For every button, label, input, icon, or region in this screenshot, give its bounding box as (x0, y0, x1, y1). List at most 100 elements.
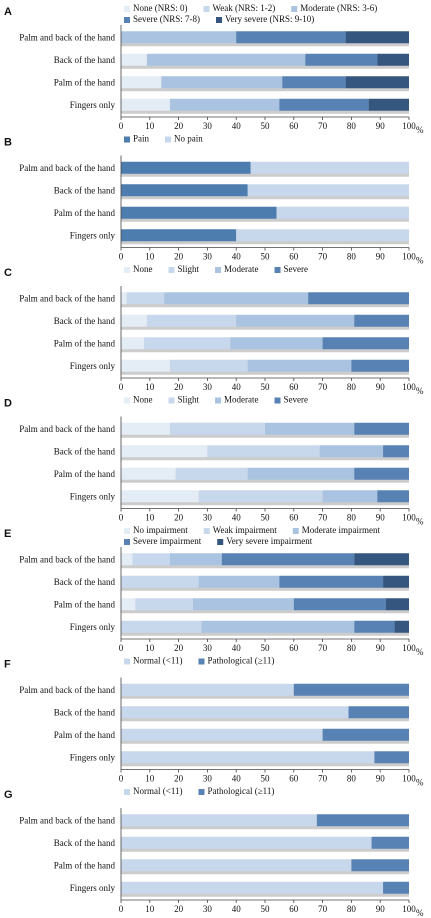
x-tick-label: 60 (289, 774, 299, 784)
bar-segment (236, 229, 409, 242)
x-tick-label: 10 (145, 904, 155, 914)
bar-segment (348, 706, 409, 719)
x-tick-label: 60 (289, 904, 299, 914)
legend-label: Pathological (≥11) (207, 786, 274, 796)
bar-segment (377, 53, 409, 66)
legend-swatch (274, 267, 281, 273)
category-label: Fingers only (70, 491, 116, 501)
bar-segment (169, 553, 222, 566)
x-tick-label: 20 (174, 252, 184, 262)
x-tick-label: 70 (318, 774, 328, 784)
x-tick-label: 40 (232, 904, 242, 914)
legend-swatch (168, 397, 175, 404)
x-tick-label: 80 (347, 252, 357, 262)
x-tick-label: 20 (174, 121, 184, 131)
category-label: Fingers only (70, 230, 116, 240)
legend-label: Moderate (224, 395, 258, 405)
category-label: Palm of the hand (54, 469, 116, 479)
x-tick-label: 40 (232, 252, 242, 262)
bar-segment (394, 620, 409, 633)
bar-segment (175, 467, 248, 480)
x-tick-label: 30 (203, 252, 213, 262)
legend-swatch (124, 658, 130, 665)
x-tick-label: 50 (261, 382, 271, 392)
bar-segment (121, 359, 170, 372)
legend-label: Weak impairment (213, 525, 278, 535)
x-tick-label: 20 (174, 643, 184, 653)
x-tick-label: 40 (232, 121, 242, 131)
x-tick-label: 90 (376, 513, 386, 523)
x-tick-label: 90 (376, 252, 386, 262)
legend-label: Very severe (NRS: 9-10) (225, 14, 314, 24)
x-tick-label: 90 (376, 121, 386, 131)
category-label: Fingers only (70, 883, 116, 893)
legend-swatch (217, 539, 224, 545)
legend-swatch (124, 17, 130, 23)
legend-label: Pain (133, 134, 150, 144)
x-tick-label: 0 (119, 121, 124, 131)
x-tick-label: 10 (145, 382, 155, 392)
x-tick-label: 70 (318, 121, 328, 131)
x-tick-label: 20 (174, 904, 184, 914)
axis-unit: % (416, 778, 424, 788)
x-tick-label: 100 (402, 121, 416, 131)
bar-segment (354, 620, 395, 633)
panel-label: G (4, 789, 13, 801)
bar-segment (121, 98, 170, 111)
bar-segment (354, 553, 409, 566)
x-tick-label: 70 (318, 643, 328, 653)
x-tick-label: 80 (347, 513, 357, 523)
bar-segment (169, 98, 280, 111)
bar-segment (247, 359, 352, 372)
axis-unit: % (416, 386, 424, 396)
legend-swatch (124, 539, 130, 545)
x-tick-label: 10 (145, 643, 155, 653)
axis-unit: % (416, 256, 424, 266)
panel-label: C (4, 267, 12, 279)
x-tick-label: 60 (289, 121, 299, 131)
x-tick-label: 10 (145, 252, 155, 262)
legend-swatch (168, 267, 175, 273)
x-tick-label: 100 (402, 252, 416, 262)
bar-segment (121, 553, 133, 566)
axis-unit: % (416, 125, 424, 135)
bar-segment (146, 53, 306, 66)
x-tick-label: 30 (203, 121, 213, 131)
panel-label: F (4, 658, 11, 670)
category-label: Back of the hand (54, 707, 116, 717)
legend-label: Normal (<11) (133, 656, 182, 666)
bar-segment (161, 76, 283, 89)
bar-segment (193, 598, 294, 611)
x-tick-label: 60 (289, 513, 299, 523)
x-tick-label: 40 (232, 382, 242, 392)
x-tick-label: 10 (145, 774, 155, 784)
bar-segment (377, 490, 409, 503)
legend-swatch (198, 789, 205, 795)
legend-label: No pain (174, 134, 203, 144)
category-label: Fingers only (70, 622, 116, 632)
legend-swatch (124, 267, 130, 273)
bar-segment (121, 467, 176, 480)
x-tick-label: 70 (318, 904, 328, 914)
bar-segment (308, 292, 409, 305)
legend-swatch (291, 6, 298, 12)
x-tick-label: 100 (402, 904, 416, 914)
x-tick-label: 0 (119, 252, 124, 262)
x-tick-label: 60 (289, 643, 299, 653)
legend-label: None (133, 264, 153, 274)
category-label: Palm and back of the hand (19, 424, 115, 434)
bar-segment (354, 314, 409, 327)
category-label: Palm and back of the hand (19, 815, 115, 825)
legend-label: Severe (284, 395, 309, 405)
x-tick-label: 90 (376, 643, 386, 653)
bar-segment (164, 292, 309, 305)
x-tick-label: 0 (119, 382, 124, 392)
x-tick-label: 50 (261, 513, 271, 523)
bar-segment (169, 422, 265, 435)
bar-segment (276, 206, 409, 219)
bar-segment (322, 728, 409, 741)
x-tick-label: 30 (203, 382, 213, 392)
bar-segment (385, 598, 409, 611)
x-tick-label: 80 (347, 774, 357, 784)
